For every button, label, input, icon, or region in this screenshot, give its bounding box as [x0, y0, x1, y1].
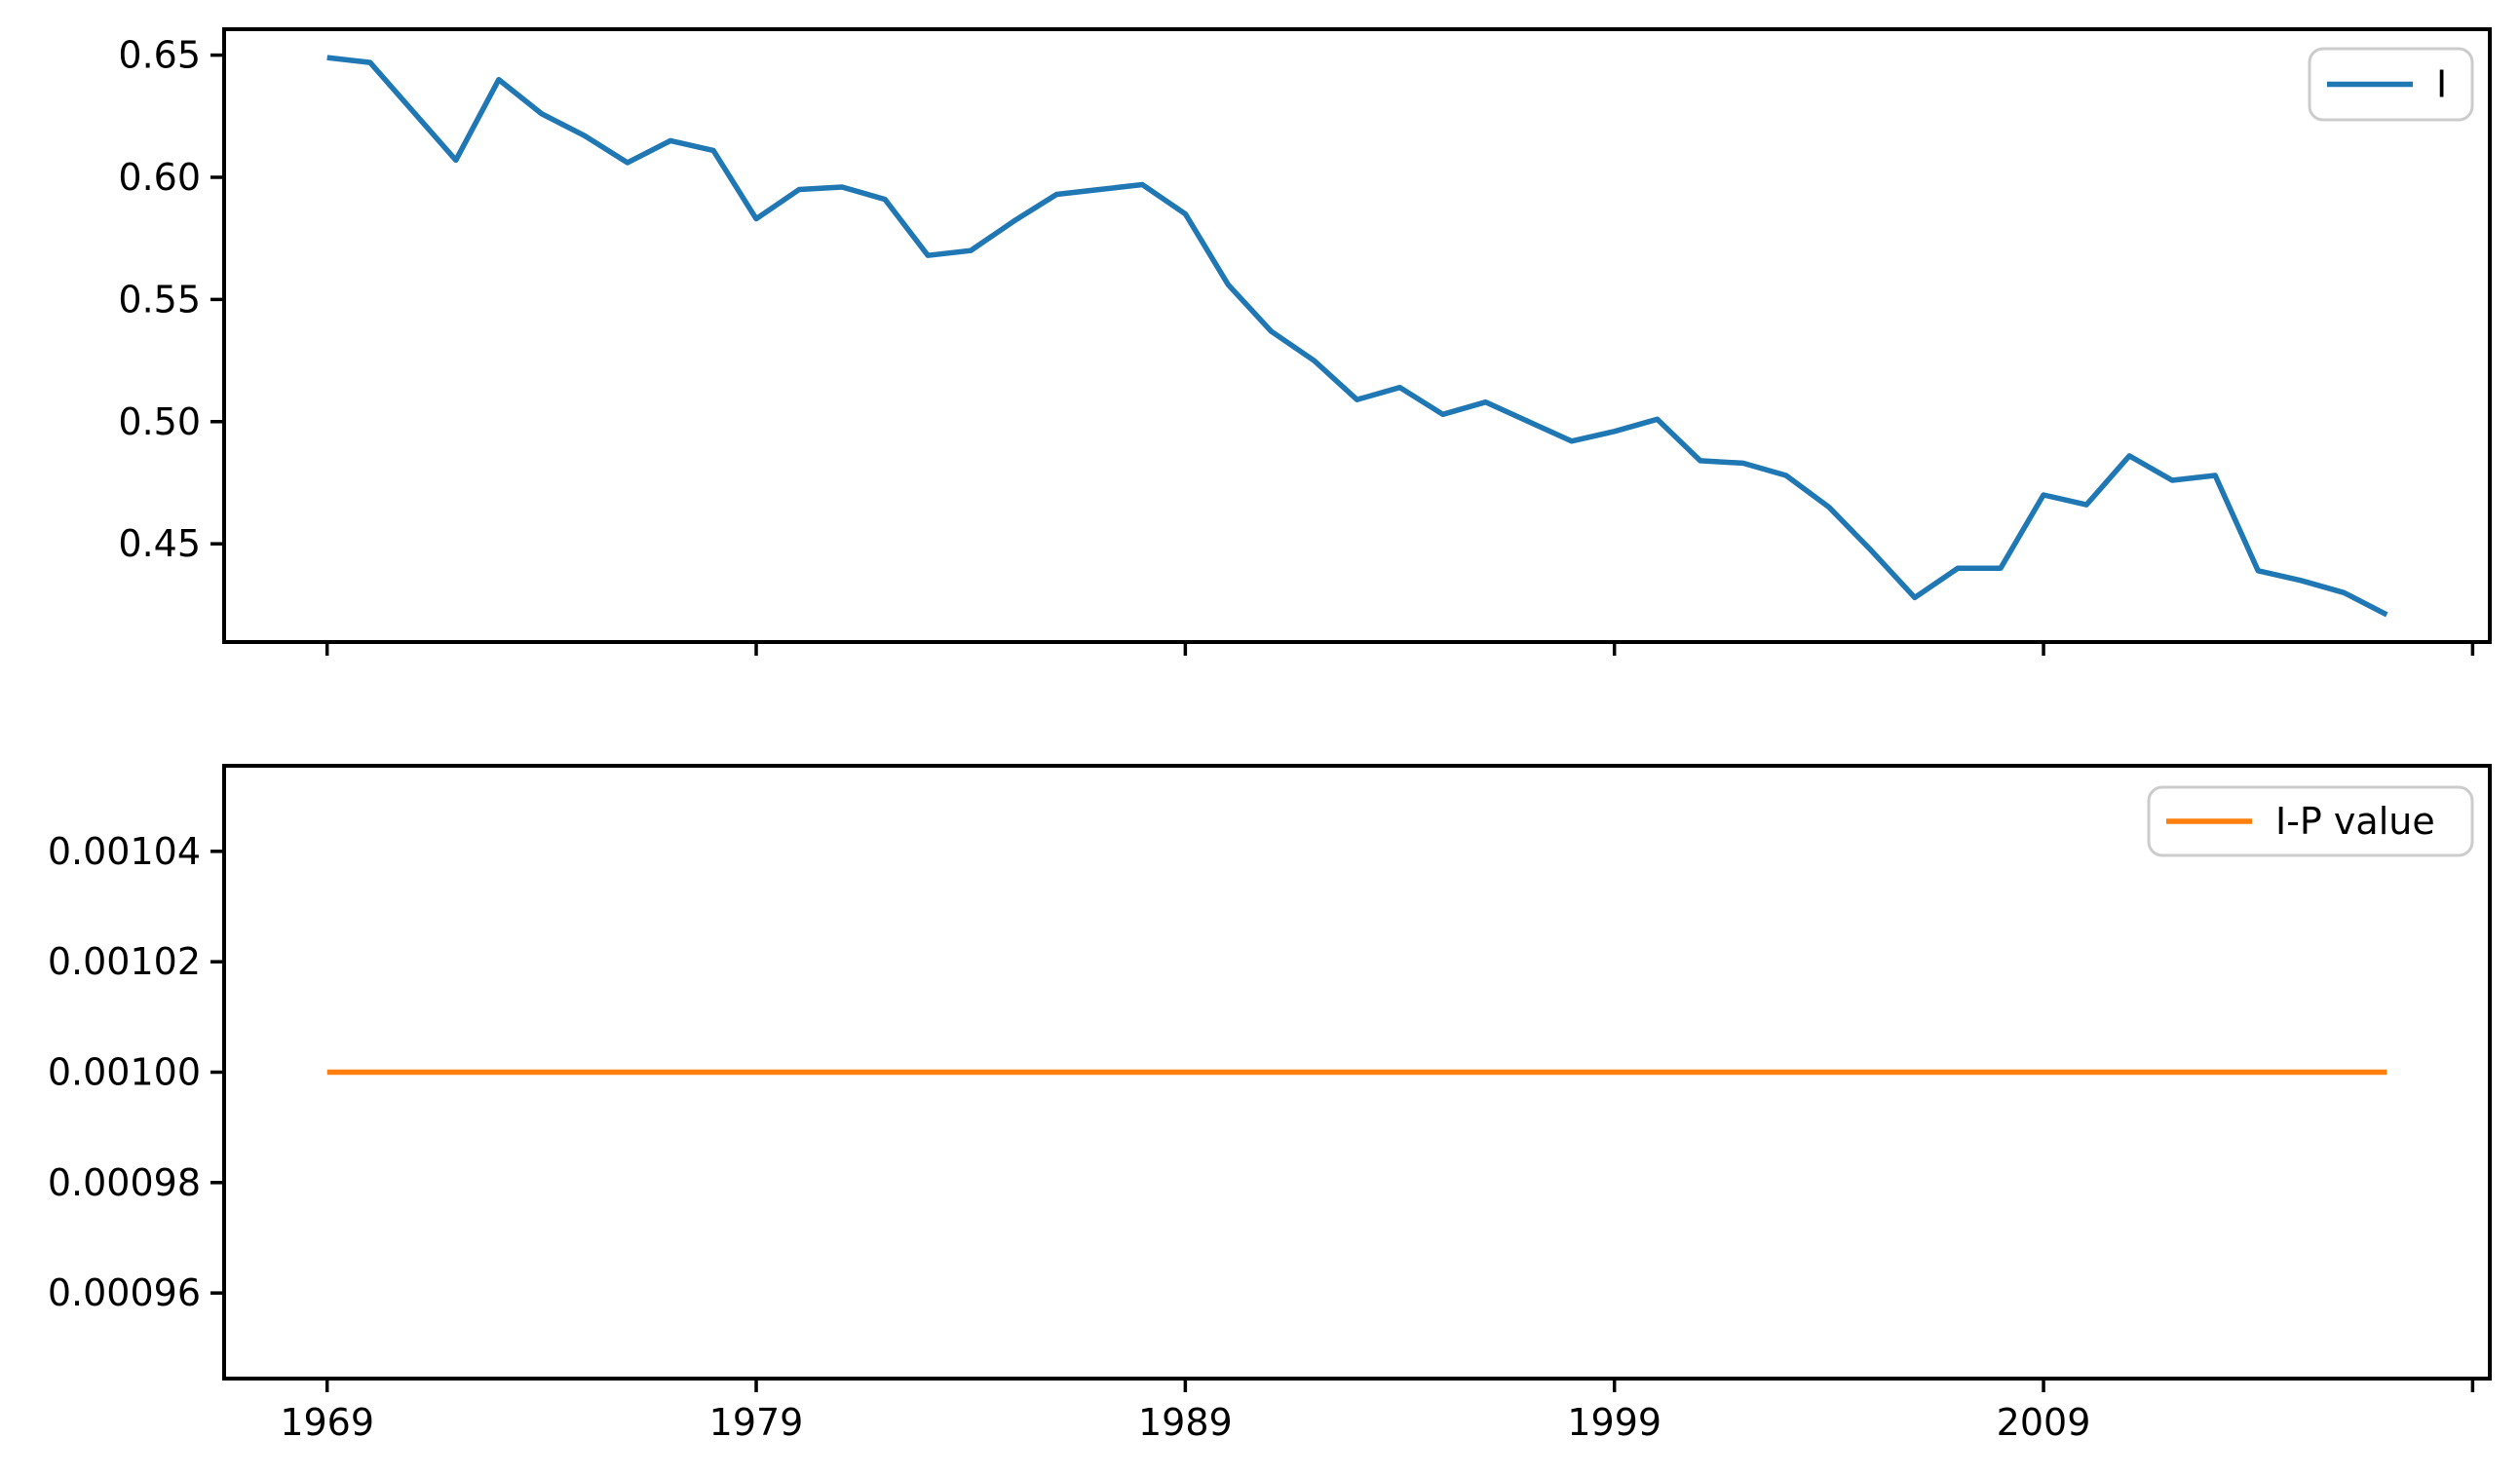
x-tick-label: 1999: [1567, 1401, 1661, 1444]
y-tick-label: 0.00102: [48, 940, 201, 983]
y-tick-label: 0.60: [118, 156, 201, 199]
x-tick-label: 1989: [1138, 1401, 1233, 1444]
y-tick-label: 0.00096: [48, 1271, 201, 1314]
legend-label: I: [2436, 63, 2447, 106]
y-tick-label: 0.00104: [48, 830, 201, 873]
x-tick-label: 2009: [1997, 1401, 2091, 1444]
y-tick-label: 0.65: [118, 34, 201, 77]
legend-box: [2147, 785, 2474, 857]
legend-top: I: [2308, 47, 2474, 122]
legend-bottom: I-P value: [2147, 785, 2474, 857]
panel-bottom: 1969 1979 1989 1999 2009 0.00096 0.00098 0.0010…: [48, 764, 2492, 1444]
axes-spines: [222, 764, 2492, 1381]
axes-spines: [222, 27, 2492, 644]
x-tick-label: 1969: [280, 1401, 374, 1444]
series-line-I: [326, 55, 2388, 618]
panel-top: 0.45 0.50 0.55 0.60 0.65 I: [118, 27, 2492, 656]
y-tick-label: 0.00100: [48, 1051, 201, 1094]
x-tick-label: 1979: [709, 1401, 804, 1444]
legend-label: I-P value: [2275, 800, 2435, 843]
y-tick-label: 0.45: [118, 522, 201, 565]
y-tick-label: 0.50: [118, 400, 201, 443]
y-tick-label: 0.55: [118, 278, 201, 321]
y-tick-label: 0.00098: [48, 1161, 201, 1204]
